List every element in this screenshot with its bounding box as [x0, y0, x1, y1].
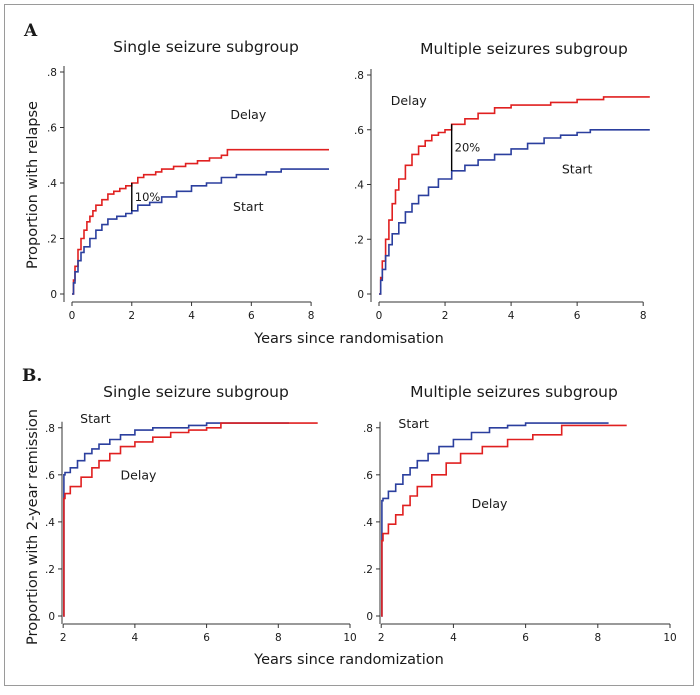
x-tick-label: 10 [343, 632, 356, 644]
y-tick-label: .8 [45, 423, 55, 435]
curve-label-start: Start [398, 416, 429, 431]
panel-letter-b: B. [22, 366, 42, 386]
curve-label-delay: Delay [472, 496, 508, 511]
y-tick-label: 0 [366, 611, 373, 623]
y-tick-label: .4 [45, 517, 55, 529]
x-tick-label: 2 [442, 310, 449, 322]
y-axis-title-b: Proportion with 2-year remission [25, 409, 41, 645]
y-tick-label: 0 [48, 611, 55, 623]
x-tick-label: 10 [663, 632, 676, 644]
series-line-delay [72, 148, 329, 295]
chart-a-multiple: 0 .2 .4 .6 .8 0 2 4 6 8 20% Delay Start [354, 69, 650, 322]
x-tick-label: 2 [128, 310, 135, 322]
series-line-start [72, 168, 329, 295]
y-tick-label: 0 [50, 289, 57, 301]
x-tick-label: 8 [275, 632, 282, 644]
y-tick-label: .6 [47, 123, 57, 135]
figure-frame [4, 4, 694, 686]
x-tick-label: 2 [378, 632, 385, 644]
series-line-start [63, 422, 289, 617]
x-tick-label: 6 [248, 310, 255, 322]
curve-label-delay: Delay [391, 93, 427, 108]
difference-label: 20% [455, 141, 481, 155]
x-tick-label: 4 [508, 310, 515, 322]
y-tick-label: .4 [363, 517, 373, 529]
series-line-delay [63, 422, 318, 617]
y-tick-label: .2 [47, 234, 57, 246]
y-tick-label: .4 [354, 180, 364, 192]
x-axis-title-b: Years since randomization [253, 652, 444, 668]
chart-title-a-single: Single seizure subgroup [113, 38, 299, 56]
chart-a-single: 0 .2 .4 .6 .8 0 2 4 6 8 10% Delay Start [47, 66, 329, 322]
y-tick-label: .2 [354, 234, 364, 246]
x-tick-label: 2 [60, 632, 67, 644]
y-tick-label: .8 [363, 423, 373, 435]
curve-label-start: Start [562, 162, 593, 177]
series-line-delay [379, 96, 650, 295]
chart-title-b-single: Single seizure subgroup [103, 383, 289, 401]
series-line-start [381, 422, 609, 617]
y-tick-label: .4 [47, 178, 57, 190]
chart-b-single: 0 .2 .4 .6 .8 2 4 6 8 10 Start Delay [45, 411, 357, 644]
y-tick-label: .8 [354, 70, 364, 82]
curve-label-start: Start [80, 411, 111, 426]
y-tick-label: .6 [45, 470, 55, 482]
chart-title-a-multiple: Multiple seizures subgroup [420, 40, 628, 58]
x-tick-label: 4 [132, 632, 139, 644]
difference-label: 10% [135, 190, 161, 204]
x-tick-label: 6 [203, 632, 210, 644]
x-tick-label: 8 [640, 310, 647, 322]
x-tick-label: 6 [522, 632, 529, 644]
y-tick-label: .6 [363, 470, 373, 482]
x-tick-label: 8 [308, 310, 315, 322]
y-tick-label: 0 [357, 289, 364, 301]
curve-label-delay: Delay [230, 107, 266, 122]
series-line-start [379, 129, 650, 295]
x-tick-label: 4 [450, 632, 457, 644]
y-axis-title-a: Proportion with relapse [25, 101, 41, 269]
x-tick-label: 0 [376, 310, 383, 322]
y-tick-label: .2 [45, 564, 55, 576]
x-tick-label: 6 [574, 310, 581, 322]
chart-b-multiple: 0 .2 .4 .6 .8 2 4 6 8 10 Start Delay [363, 416, 677, 644]
x-axis-title-a: Years since randomisation [253, 331, 444, 347]
panel-letter-a: A [23, 21, 38, 41]
x-tick-label: 8 [594, 632, 601, 644]
x-tick-label: 4 [188, 310, 195, 322]
chart-title-b-multiple: Multiple seizures subgroup [410, 383, 618, 401]
y-tick-label: .2 [363, 564, 373, 576]
x-tick-label: 0 [69, 310, 76, 322]
y-tick-label: .8 [47, 67, 57, 79]
y-tick-label: .6 [354, 125, 364, 137]
series-line-delay [381, 424, 627, 617]
curve-label-delay: Delay [121, 468, 157, 483]
curve-label-start: Start [233, 199, 264, 214]
